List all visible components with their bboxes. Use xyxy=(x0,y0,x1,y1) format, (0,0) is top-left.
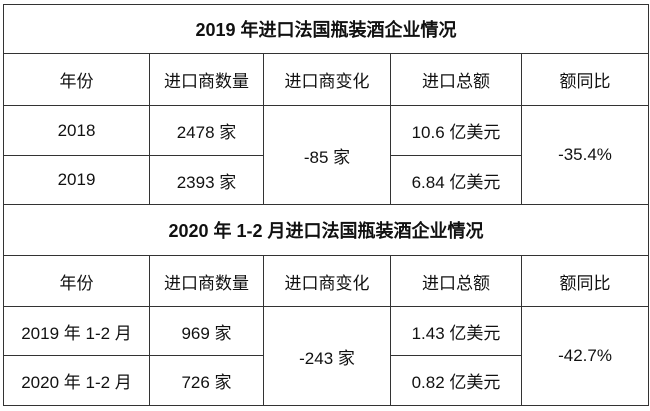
header-yoy: 额同比 xyxy=(520,255,650,307)
cell-yoy: -42.7% xyxy=(520,306,650,406)
table-title: 2020 年 1-2 月进口法国瓶装酒企业情况 xyxy=(2,204,650,256)
table-row: 2019 2393 家 6.84 亿美元 xyxy=(3,155,649,205)
header-change: 进口商变化 xyxy=(263,53,391,106)
cell-count: 969 家 xyxy=(149,306,264,356)
cell-year: 2018 xyxy=(3,105,150,156)
header-year: 年份 xyxy=(3,53,150,106)
cell-year: 2019 年 1-2 月 xyxy=(3,306,150,356)
cell-count: 2478 家 xyxy=(149,105,264,156)
cell-count: 726 家 xyxy=(149,355,264,406)
cell-amount: 10.6 亿美元 xyxy=(390,105,522,156)
header-amount: 进口总额 xyxy=(390,53,522,106)
cell-year: 2020 年 1-2 月 xyxy=(3,355,150,406)
header-year: 年份 xyxy=(3,255,150,307)
cell-change: -85 家 xyxy=(263,105,391,205)
table-2019: 2019 年进口法国瓶装酒企业情况 年份 进口商数量 进口商变化 进口总额 额同… xyxy=(2,4,650,205)
cell-amount: 6.84 亿美元 xyxy=(390,155,522,205)
cell-year: 2019 xyxy=(3,155,150,205)
header-yoy: 额同比 xyxy=(520,53,650,106)
table-row: 2019 年 1-2 月 969 家 -243 家 1.43 亿美元 -42.7… xyxy=(3,306,650,406)
table-row: 2018 2478 家 -85 家 10.6 亿美元 -35.4% xyxy=(3,105,650,205)
cell-yoy: -35.4% xyxy=(520,105,650,205)
cell-count: 2393 家 xyxy=(149,155,264,205)
header-change: 进口商变化 xyxy=(263,255,391,307)
table-row: 2020 年 1-2 月 726 家 0.82 亿美元 xyxy=(3,355,649,406)
cell-amount: 0.82 亿美元 xyxy=(390,355,522,406)
header-count: 进口商数量 xyxy=(149,53,264,106)
header-amount: 进口总额 xyxy=(390,255,522,307)
table-2020: 2020 年 1-2 月进口法国瓶装酒企业情况 年份 进口商数量 进口商变化 进… xyxy=(2,204,650,406)
cell-change: -243 家 xyxy=(263,306,391,406)
cell-amount: 1.43 亿美元 xyxy=(390,306,522,356)
table-title: 2019 年进口法国瓶装酒企业情况 xyxy=(2,4,650,54)
header-count: 进口商数量 xyxy=(149,255,264,307)
